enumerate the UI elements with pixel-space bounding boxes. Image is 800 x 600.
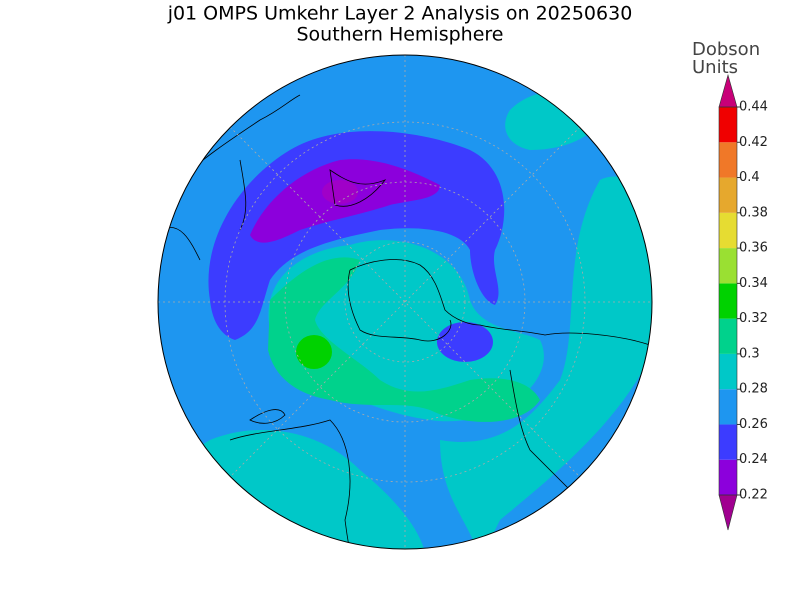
colorbar-tick-label: 0.3 — [739, 346, 760, 361]
colorbar: 0.22 0.24 0.26 0.28 0.3 0.32 0.34 0.36 0.38 0.4 0.… — [718, 73, 768, 531]
colorbar-tick-label: 0.28 — [739, 382, 768, 397]
colorbar-tick-label: 0.26 — [739, 417, 768, 432]
colorbar-label: Units — [692, 57, 738, 78]
colorbar-segment — [719, 248, 737, 284]
graticule — [158, 55, 652, 549]
colorbar-segment — [719, 353, 737, 390]
field-region — [268, 257, 540, 422]
colorbar-segment — [719, 107, 737, 143]
colorbar-segment — [719, 389, 737, 425]
colorbar-over — [718, 73, 738, 108]
map-border — [157, 54, 653, 550]
colorbar-segment — [719, 424, 737, 460]
colorbar-tick-label: 0.42 — [739, 135, 768, 150]
colorbar-segment — [719, 283, 737, 319]
colorbar-tick-label: 0.44 — [739, 100, 768, 115]
colorbar-segment — [719, 177, 737, 213]
colorbar-label: Dobson — [692, 39, 760, 60]
colorbar-segment — [719, 142, 737, 178]
field-region — [440, 176, 652, 549]
colorbar-tick-label: 0.38 — [739, 205, 768, 220]
map-field — [158, 55, 652, 549]
field-region — [322, 180, 358, 204]
colorbar-tick-label: 0.4 — [739, 170, 760, 185]
colorbar-tick-label: 0.36 — [739, 241, 768, 256]
colorbar-segment — [719, 318, 737, 354]
colorbar-tick-label: 0.32 — [739, 311, 768, 326]
subtitle: Southern Hemisphere — [296, 24, 503, 46]
colorbar-segment — [719, 212, 737, 249]
colorbar-tick-label: 0.24 — [739, 452, 768, 467]
colorbar-segment — [719, 459, 737, 495]
title: j01 OMPS Umkehr Layer 2 Analysis on 2025… — [167, 3, 633, 25]
field-region — [437, 322, 493, 362]
colorbar-under — [718, 494, 738, 531]
colorbar-frame — [718, 106, 738, 496]
colorbar-tick-label: 0.34 — [739, 276, 768, 291]
field-region — [296, 335, 332, 369]
colorbar-tick-label: 0.22 — [739, 488, 768, 503]
